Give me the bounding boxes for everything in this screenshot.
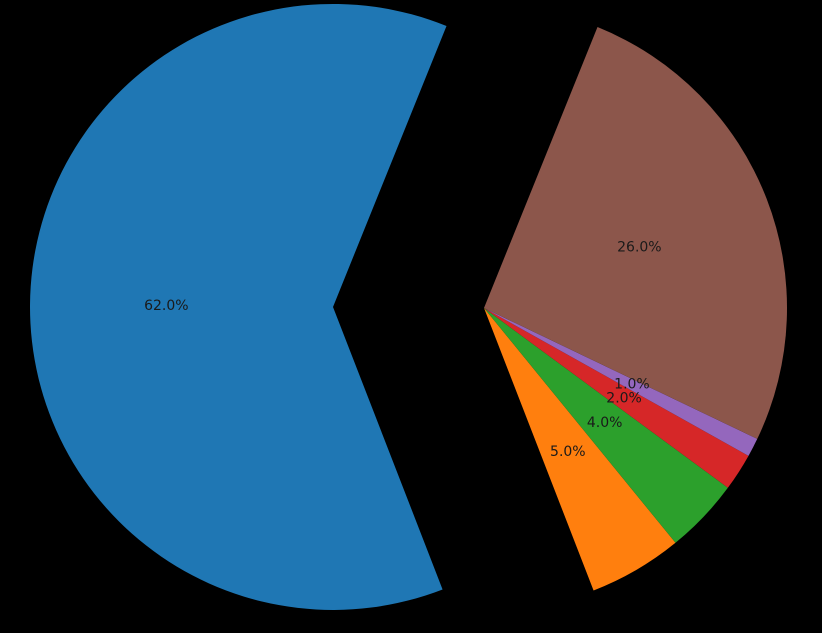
pie-slice-label-5: 1.0% <box>614 377 650 393</box>
pie-slice-4 <box>484 308 749 488</box>
pie-slices <box>30 3 788 610</box>
pie-slice-5 <box>484 308 758 456</box>
pie-labels: 62.0% 5.0%4.0% 2.0%1.0% 26.0% <box>144 240 661 460</box>
pie-slice-label-2: 5.0% <box>550 444 586 460</box>
pie-slice-6 <box>484 27 788 439</box>
pie-slice-2 <box>484 308 676 591</box>
pie-slice-label-4: 2.0% <box>606 390 642 406</box>
pie-slice-label-3: 4.0% <box>587 415 623 431</box>
pie-slice-label-6: 26.0% <box>617 240 661 256</box>
pie-slice-1 <box>30 3 447 610</box>
pie-slice-label-1: 62.0% <box>144 298 188 314</box>
pie-slice-3 <box>484 308 728 543</box>
